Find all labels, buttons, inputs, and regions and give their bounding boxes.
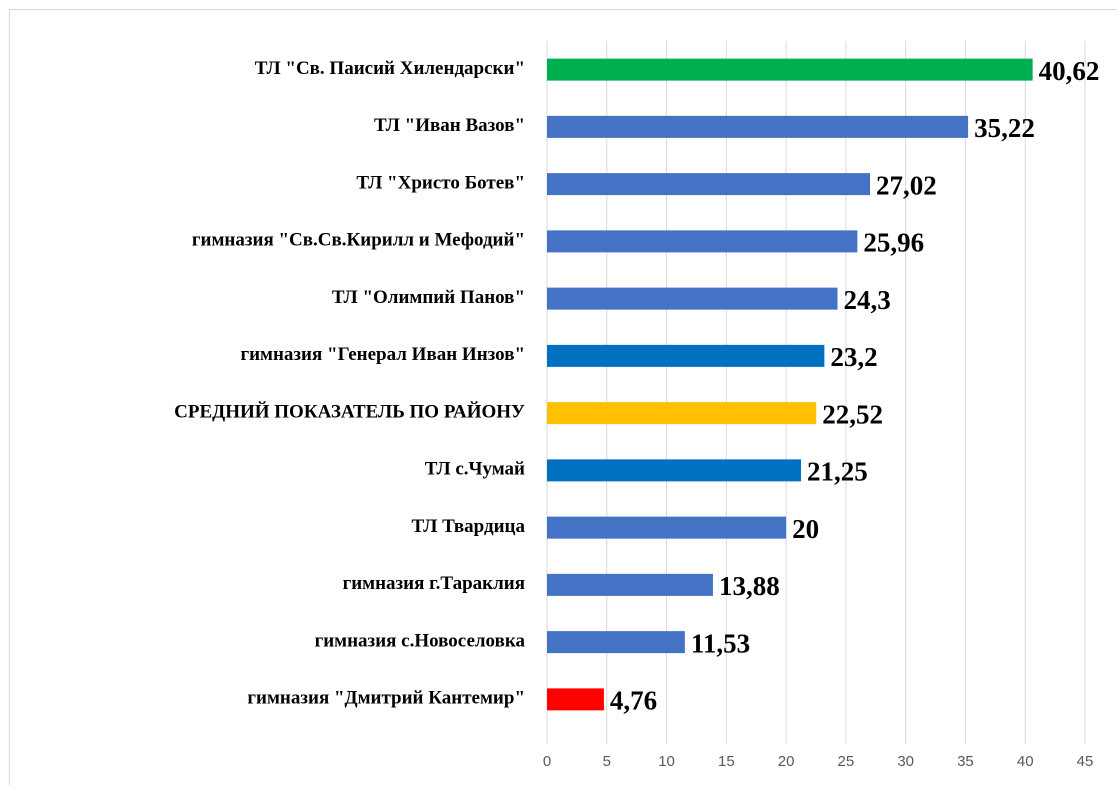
value-label: 23,2 — [830, 342, 877, 372]
bar — [547, 173, 871, 196]
bar — [547, 688, 604, 711]
value-label: 13,88 — [719, 571, 780, 601]
bar — [547, 58, 1033, 81]
y-tick-label: гимназия г.Тараклия — [343, 573, 525, 594]
value-label: 22,52 — [822, 399, 883, 429]
bar — [547, 287, 838, 310]
y-tick-label: ТЛ Твардица — [412, 516, 526, 537]
x-tick-label: 45 — [1077, 753, 1094, 770]
bar — [547, 402, 817, 425]
value-label: 40,62 — [1039, 56, 1100, 86]
y-tick-label: ТЛ "Иван Вазов" — [374, 115, 525, 136]
value-label: 4,76 — [610, 686, 657, 716]
bar — [547, 344, 825, 367]
bar — [547, 573, 713, 596]
y-tick-label: гимназия "Дмитрий Кантемир" — [247, 688, 525, 709]
bar — [547, 115, 969, 138]
x-tick-label: 35 — [957, 753, 974, 770]
bar — [547, 631, 685, 654]
x-tick-label: 25 — [838, 753, 855, 770]
y-tick-label: СРЕДНИЙ ПОКАЗАТЕЛЬ ПО РАЙОНУ — [174, 400, 525, 422]
value-label: 11,53 — [691, 628, 750, 658]
y-tick-label: ТЛ с.Чумай — [425, 459, 525, 480]
y-tick-label: ТЛ "Олимпий Панов" — [332, 287, 525, 308]
value-label: 35,22 — [974, 113, 1035, 143]
x-tick-label: 0 — [543, 753, 551, 770]
bar — [547, 516, 787, 539]
bar — [547, 459, 802, 482]
value-label: 24,3 — [844, 285, 891, 315]
bar — [547, 230, 858, 253]
x-tick-label: 10 — [658, 753, 675, 770]
x-tick-label: 30 — [897, 753, 914, 770]
value-label: 27,02 — [876, 170, 937, 200]
chart-border — [9, 9, 1117, 785]
y-tick-label: гимназия с.Новоселовка — [315, 630, 526, 651]
x-tick-label: 5 — [603, 753, 611, 770]
y-tick-label: ТЛ "Христо Ботев" — [356, 172, 525, 193]
y-tick-label: гимназия "Генерал Иван Инзов" — [240, 344, 525, 365]
x-tick-label: 15 — [718, 753, 735, 770]
value-label: 20 — [792, 514, 819, 544]
x-tick-label: 20 — [778, 753, 795, 770]
x-tick-label: 40 — [1017, 753, 1034, 770]
value-label: 25,96 — [863, 228, 924, 258]
value-label: 21,25 — [807, 457, 868, 487]
y-tick-label: гимназия "Св.Св.Кирилл и Мефодий" — [192, 230, 525, 251]
y-tick-label: ТЛ "Св. Паисий Хилендарски" — [255, 58, 525, 79]
